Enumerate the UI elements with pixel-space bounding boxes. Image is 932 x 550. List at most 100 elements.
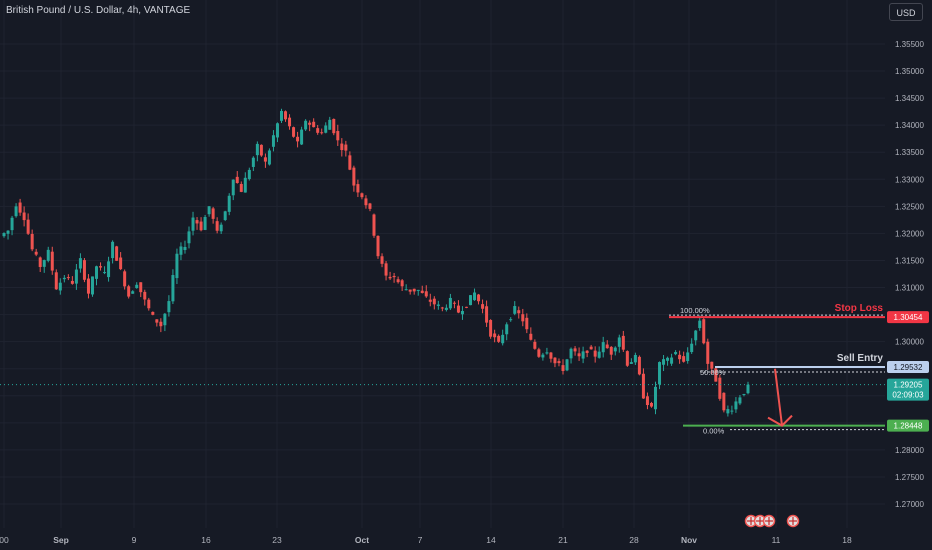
- candle-body: [493, 333, 497, 338]
- candle-body: [557, 361, 561, 364]
- x-tick-label: Nov: [681, 535, 697, 545]
- candle-body: [30, 233, 34, 250]
- chart-title: British Pound / U.S. Dollar, 4h, VANTAGE: [6, 5, 191, 16]
- candle-body: [54, 272, 58, 290]
- candle-body: [296, 136, 300, 142]
- candle-body: [215, 221, 219, 231]
- candle-body: [119, 257, 123, 270]
- candle-body: [569, 348, 573, 359]
- candle-body: [432, 298, 436, 305]
- candle-body: [565, 359, 569, 371]
- sell-entry-label: Sell Entry: [837, 353, 884, 364]
- candles: [2, 108, 750, 417]
- candle-body: [255, 143, 259, 156]
- y-tick-label: 1.30000: [895, 338, 924, 347]
- event-flags: [744, 514, 800, 528]
- sell-entry-price-tag: 1.29532: [894, 363, 923, 372]
- fib-0-label: 0.00%: [703, 427, 725, 436]
- grid: [0, 0, 885, 528]
- candle-body: [34, 251, 38, 255]
- candle-body: [107, 261, 111, 278]
- candle-body: [179, 246, 183, 255]
- candle-body: [6, 230, 10, 234]
- candle-body: [123, 271, 127, 287]
- candle-body: [436, 304, 440, 306]
- candle-body: [702, 319, 706, 344]
- candle-body: [710, 361, 714, 369]
- y-tick-label: 1.28000: [895, 446, 924, 455]
- candle-body: [223, 211, 227, 221]
- candle-body: [247, 169, 251, 180]
- candle-body: [738, 397, 742, 404]
- candle-body: [742, 394, 746, 396]
- candle-body: [151, 311, 155, 315]
- candle-body: [706, 341, 710, 364]
- candle-body: [517, 310, 521, 314]
- candle-body: [513, 306, 517, 314]
- candle-body: [199, 221, 203, 231]
- candle-body: [348, 155, 352, 170]
- candle-body: [416, 289, 420, 291]
- candle-body: [279, 110, 283, 121]
- candle-body: [312, 121, 316, 128]
- current-price-tag: 1.29205: [894, 381, 923, 390]
- candle-body: [424, 291, 428, 297]
- candle-body: [191, 217, 195, 231]
- x-tick-label: 21: [558, 535, 568, 545]
- candle-body: [288, 117, 292, 127]
- candle-body: [336, 131, 340, 141]
- candle-body: [376, 235, 380, 257]
- price-axis-bg: [885, 0, 932, 550]
- y-tick-label: 1.27500: [895, 473, 924, 482]
- candle-body: [609, 346, 613, 355]
- candle-body: [698, 320, 702, 329]
- candle-body: [203, 216, 207, 230]
- y-tick-label: 1.31500: [895, 256, 924, 265]
- candle-body: [726, 409, 730, 414]
- candle-body: [159, 321, 163, 327]
- candle-body: [304, 120, 308, 130]
- candle-body: [364, 198, 368, 206]
- currency-button[interactable]: USD: [889, 3, 923, 21]
- candle-body: [103, 272, 107, 274]
- candle-body: [561, 365, 565, 372]
- x-tick-label: 16: [201, 535, 211, 545]
- candle-body: [653, 386, 657, 410]
- candle-body: [577, 353, 581, 357]
- candle-body: [633, 354, 637, 363]
- candle-body: [155, 319, 159, 323]
- candle-body: [300, 129, 304, 145]
- x-tick-label: Oct: [355, 535, 369, 545]
- candle-body: [131, 291, 135, 294]
- y-tick-label: 1.32000: [895, 229, 924, 238]
- candle-body: [183, 246, 187, 251]
- countdown-tag: 02:09:03: [892, 391, 924, 400]
- candle-body: [26, 219, 30, 234]
- candle-body: [404, 289, 408, 291]
- candle-body: [284, 111, 288, 120]
- candle-body: [533, 341, 537, 349]
- candle-body: [86, 278, 90, 294]
- candle-body: [163, 313, 167, 326]
- candle-body: [489, 320, 493, 337]
- projection-arrow-shaft: [774, 368, 783, 426]
- candle-body: [320, 132, 324, 134]
- candle-body: [605, 344, 609, 349]
- candle-body: [525, 317, 529, 330]
- x-tick-label: 18: [842, 535, 852, 545]
- time-axis: 00 Sep 9 16 23 Oct 7 14 21 28 Nov 11 18: [0, 535, 852, 545]
- trade-levels: 100.00% Stop Loss 50.00% Sell Entry 0.00%: [0, 303, 885, 436]
- candle-body: [207, 206, 211, 215]
- candle-body: [722, 392, 726, 411]
- candle-body: [14, 206, 18, 217]
- sell-entry-price-tag-bg: [887, 360, 929, 373]
- candle-body: [352, 167, 356, 186]
- candle-body: [263, 157, 267, 162]
- candle-body: [368, 203, 372, 209]
- candle-body: [239, 183, 243, 192]
- candle-body: [553, 357, 557, 364]
- candle-body: [127, 286, 131, 297]
- x-tick-label: 9: [132, 535, 137, 545]
- stop-loss-label: Stop Loss: [835, 303, 884, 314]
